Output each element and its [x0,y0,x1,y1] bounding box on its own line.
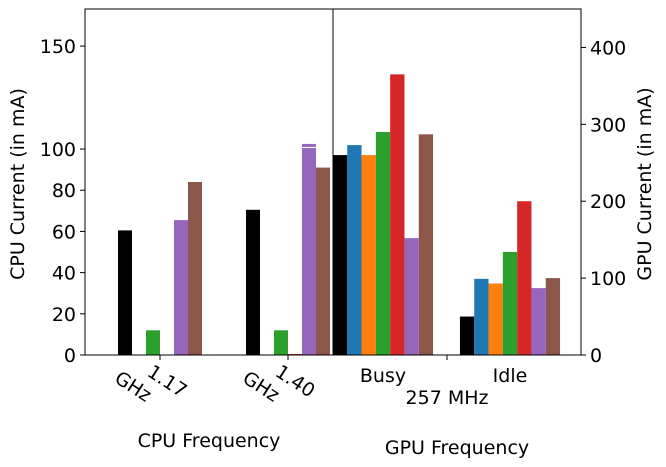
gpu-bar [474,278,489,355]
cpu-bar [146,330,160,355]
gpu-bar [418,134,434,355]
cpu-y-tick-label: 40 [52,263,76,285]
gpu-y-tick-label: 400 [590,37,626,59]
gpu-bar [459,316,475,355]
gpu-sublabel: 257 MHz [406,387,489,409]
gpu-bar [404,238,419,355]
gpu-bar [502,251,518,355]
gpu-bar [545,278,561,355]
cpu-y-tick-label: 80 [52,180,76,202]
cpu-bar-marker [302,143,316,147]
cpu-y-tick-label: 60 [52,221,76,243]
gpu-bar [332,155,348,355]
cpu-x-tick-label: 1.17GHz [111,348,191,422]
gpu-x-tick-label: Idle [493,365,528,387]
cpu-bar [246,209,260,355]
cpu-y-tick-label: 100 [40,139,76,161]
gpu-x-axis-title: GPU Frequency [385,437,529,459]
gpu-bar [347,145,362,355]
gpu-y-tick-label: 100 [590,268,626,290]
cpu-bar [288,353,302,355]
gpu-bar [488,283,503,355]
cpu-x-tick-label: 1.40GHz [239,348,319,422]
gpu-plot-frame [332,8,582,356]
gpu-bar [517,201,532,355]
gpu-bar [361,155,376,355]
cpu-bar [174,220,188,355]
gpu-bar [375,132,391,355]
gpu-bar [390,74,405,355]
cpu-x-axis-title: CPU Frequency [138,430,281,452]
cpu-y-tick-label: 0 [64,345,76,367]
gpu-bar [531,288,546,355]
cpu-bar [302,148,316,355]
gpu-y-tick-label: 300 [590,114,626,136]
gpu-y-tick-label: 0 [590,345,602,367]
cpu-bar [316,167,330,355]
cpu-y-tick-label: 150 [40,36,76,58]
cpu-y-tick-label: 20 [52,304,76,326]
gpu-x-tick-label: Busy [360,365,406,387]
gpu-panel: 0 100 200 300 400 Busy Idle [332,8,626,387]
cpu-y-axis-title: CPU Current (in mA) [7,88,29,280]
gpu-y-tick-label: 200 [590,191,626,213]
cpu-bar [274,330,288,355]
gpu-y-axis-title: GPU Current (in mA) [634,87,656,280]
cpu-bar [118,230,132,355]
cpu-panel: 0 20 40 60 80 100 150 1.17GHz 1.40GHz [40,8,334,422]
cpu-bar [188,182,202,355]
